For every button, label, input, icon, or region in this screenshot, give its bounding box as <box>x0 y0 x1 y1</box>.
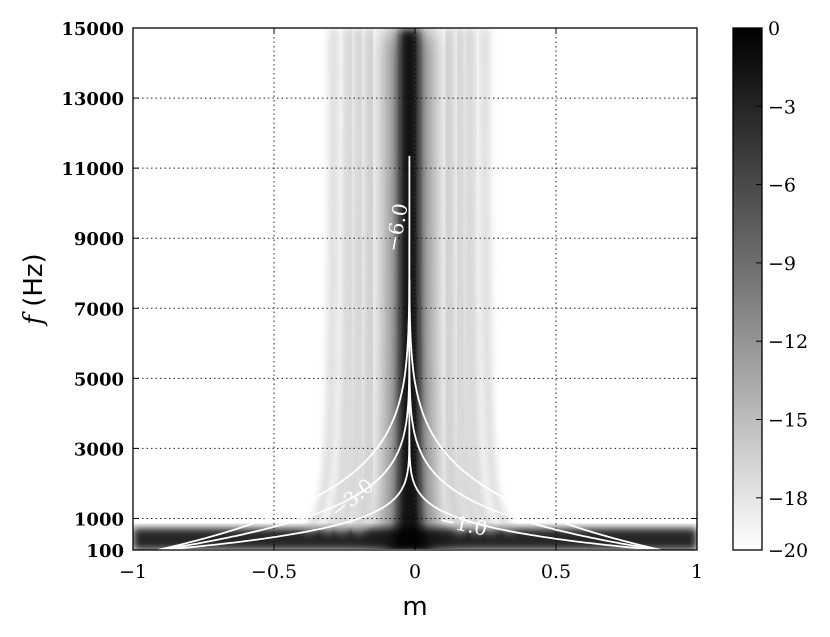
colorbar-tick-label: −20 <box>768 540 808 562</box>
x-tick-label: −0.5 <box>251 561 297 583</box>
y-tick-label: 9000 <box>74 229 124 250</box>
y-tick-label: 100 <box>86 541 124 562</box>
colorbar-tick-label: −9 <box>768 253 796 275</box>
contour-line <box>157 155 662 550</box>
x-tick-label: −1 <box>119 561 147 583</box>
y-tick-label: 13000 <box>61 89 124 110</box>
heatmap-sidelobe-right <box>455 28 485 536</box>
y-tick-label: 11000 <box>61 159 124 180</box>
colorbar-tick-label: −3 <box>768 96 796 118</box>
y-tick-label: 15000 <box>61 19 124 40</box>
colorbar-tick-label: −6 <box>768 175 796 197</box>
grid <box>133 28 697 550</box>
colorbar-frame <box>732 27 763 551</box>
heatmap-sidelobe-right <box>441 28 470 536</box>
colorbar-tick-label: −18 <box>768 488 808 510</box>
x-axis-label: m <box>402 592 427 622</box>
colorbar <box>733 28 762 550</box>
colorbar-ticks: 0 −3 −6 −9 −12 −15 −18 −20 <box>756 18 808 562</box>
heatmap-sidelobe-left <box>320 28 353 536</box>
x-tick-label: 1 <box>691 561 703 583</box>
y-tick-label: 1000 <box>74 509 124 530</box>
y-tick-label: 7000 <box>74 299 124 320</box>
contour-line <box>161 397 658 550</box>
axes: −1 −0.5 0 0.5 1 100 1000 3000 5000 7000 9000 11000 1… <box>61 19 703 583</box>
contour-line <box>158 280 661 550</box>
contour-lines <box>157 155 662 550</box>
x-tick-label: 0 <box>409 561 421 583</box>
y-tick-label: 3000 <box>74 439 124 460</box>
x-tick-label: 0.5 <box>541 561 571 583</box>
y-axis-label: f (Hz) <box>19 253 49 326</box>
y-axis-label-unit: (Hz) <box>19 253 49 315</box>
colorbar-tick-label: −15 <box>768 410 808 432</box>
colorbar-tick-label: 0 <box>768 18 780 40</box>
heatmap-sidelobe-left <box>302 28 338 536</box>
y-tick-label: 5000 <box>74 369 124 390</box>
colorbar-tick-label: −12 <box>768 331 808 353</box>
